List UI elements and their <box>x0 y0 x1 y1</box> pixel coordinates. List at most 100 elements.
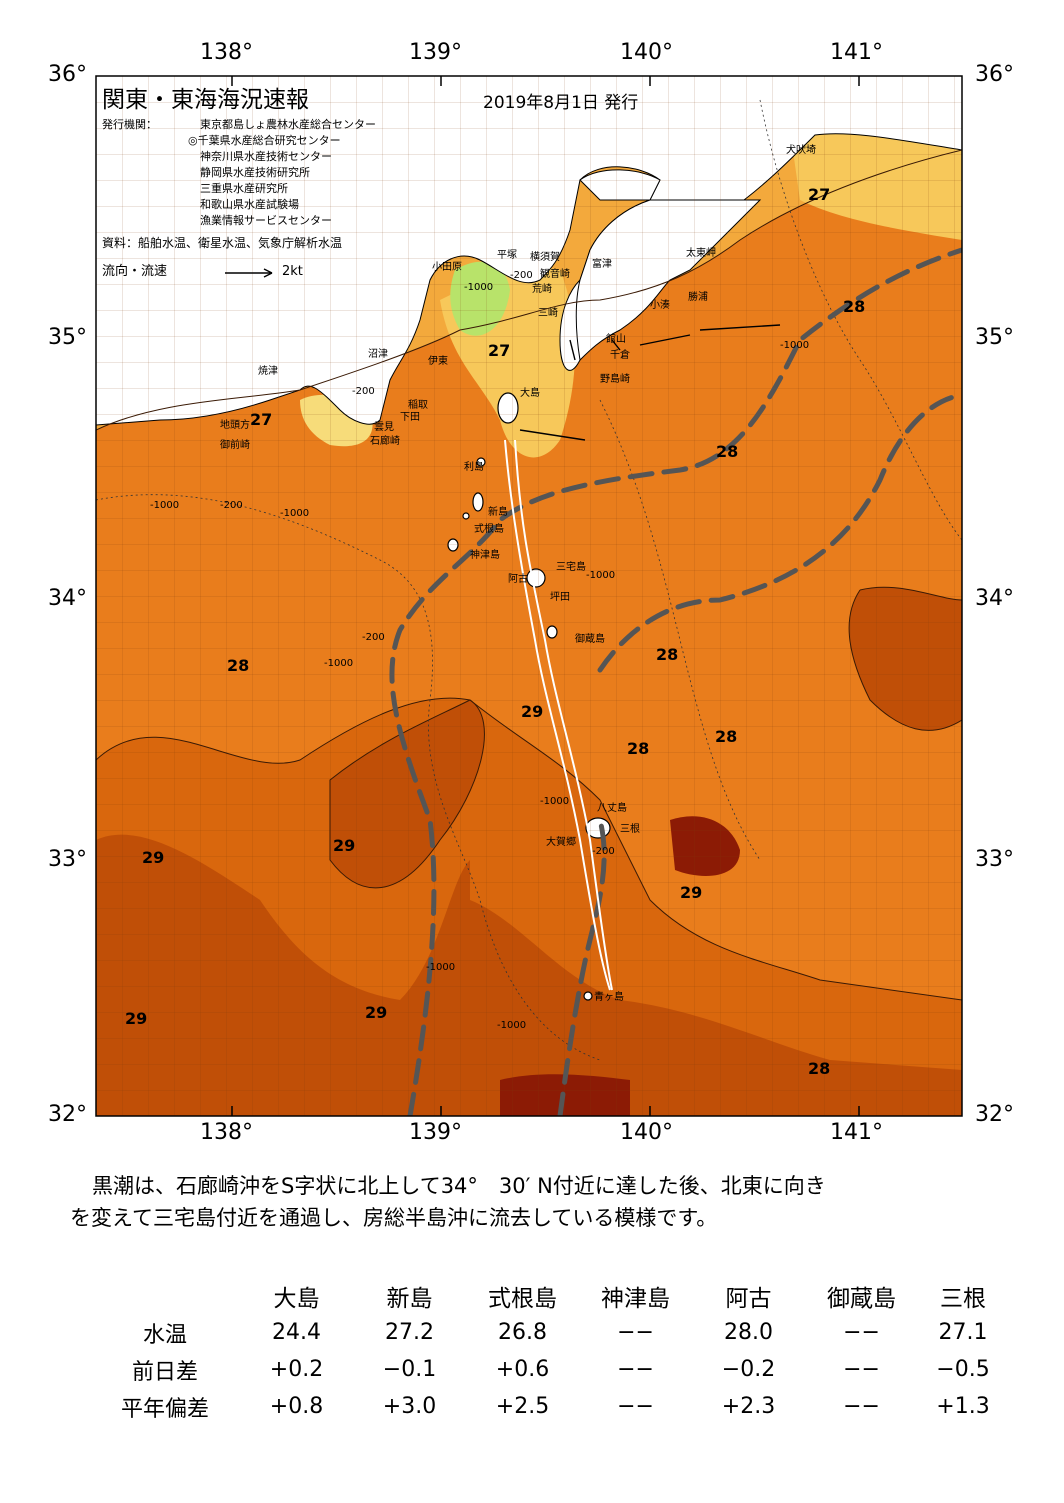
kuroshio-axis-north <box>597 392 962 673</box>
place-odawara: 小田原 <box>432 262 462 273</box>
flow-arrow <box>699 324 781 331</box>
place-shimoda: 下田 <box>400 412 420 423</box>
col-header: 御蔵島 <box>827 1285 896 1312</box>
place-futtsu: 富津 <box>592 259 612 270</box>
place-irozaki: 石廊崎 <box>370 436 400 447</box>
flow-arrow <box>639 334 691 346</box>
depth-contour <box>759 99 962 541</box>
table-cell: 27.1 <box>938 1320 988 1345</box>
issue-date: 2019年8月1日 発行 <box>483 93 639 113</box>
table-cell: +0.6 <box>495 1357 550 1382</box>
table-cell: 27.2 <box>385 1320 434 1345</box>
table-cell: +3.0 <box>382 1394 437 1419</box>
isotherm-label: 27 <box>488 341 511 360</box>
table-cell: −0.2 <box>721 1357 776 1382</box>
island-temperature-table: 大島 新島 式根島 神津島 阿古 御蔵島 三根 水温 24.4 27.2 26.… <box>90 1277 1008 1425</box>
place-hiratsuka: 平塚 <box>497 250 517 261</box>
isotherm-label: 27 <box>250 410 273 429</box>
publisher-label: 発行機関： <box>102 118 157 131</box>
place-kominato: 小湊 <box>650 300 670 311</box>
depth-label: -200 <box>592 846 615 857</box>
place-numazu: 沼津 <box>368 349 388 360</box>
publisher-6: 漁業情報サービスセンター <box>200 214 332 227</box>
isotherm-label: 28 <box>656 645 679 664</box>
place-inubosaki: 犬吠埼 <box>786 145 816 156</box>
map-title: 関東・東海海況速報 <box>102 87 309 113</box>
isotherm-label: 29 <box>333 836 356 855</box>
isotherm-label: 28 <box>843 297 866 316</box>
kuroshio-axis-main <box>389 247 962 1116</box>
isotherm-label: 29 <box>680 883 703 902</box>
place-shikinejima: 式根島 <box>474 524 504 535</box>
sea-temperature-map <box>95 75 963 1117</box>
place-miura: 三崎 <box>538 308 558 319</box>
publisher-5: 和歌山県水産試験場 <box>200 198 299 211</box>
lat-label-36-right: 36° <box>975 62 1014 87</box>
flow-arrow <box>519 429 586 441</box>
lat-lon-grid <box>96 76 962 1116</box>
depth-label: -1000 <box>324 658 354 669</box>
flow-scale-arrow <box>225 268 273 278</box>
depth-label: -1000 <box>464 282 494 293</box>
depth-label: -200 <box>510 270 533 281</box>
lon-label-139: 139° <box>409 40 462 65</box>
place-kannonzaki: 観音崎 <box>540 269 570 280</box>
depth-label: -200 <box>362 632 385 643</box>
lon-label-141-bottom: 141° <box>830 1120 883 1145</box>
place-arasaki: 荒崎 <box>532 284 552 295</box>
place-ako: 阿古 <box>508 574 528 585</box>
table-row: 平年偏差 +0.8 +3.0 +2.5 −− +2.3 −− +1.3 <box>90 1388 1008 1425</box>
lat-label-34: 34° <box>48 586 87 611</box>
table-cell: +2.5 <box>495 1394 550 1419</box>
table-cell: +1.3 <box>936 1394 990 1419</box>
table-corner <box>90 1277 240 1314</box>
col-header: 大島 <box>273 1285 320 1312</box>
place-miyakejima: 三宅島 <box>556 562 586 573</box>
table-row: 前日差 +0.2 −0.1 +0.6 −− −0.2 −− −0.5 <box>90 1351 1008 1388</box>
flow-legend-label: 流向・流速 <box>102 264 168 279</box>
description-line-2: を変えて三宅島付近を通過し、房総半島沖に流去している模様です。 <box>70 1206 718 1230</box>
lon-label-138-bottom: 138° <box>200 1120 253 1145</box>
place-hachijojima: 八丈島 <box>597 803 627 814</box>
publisher-4: 三重県水産研究所 <box>200 182 288 195</box>
lon-label-139-bottom: 139° <box>409 1120 462 1145</box>
table-cell: +2.3 <box>721 1394 776 1419</box>
publisher-0: 東京都島しょ農林水産総合センター <box>200 118 376 131</box>
place-inatori: 稲取 <box>408 400 428 411</box>
isotherm-label: 29 <box>142 848 165 867</box>
isotherm-contour <box>96 149 962 431</box>
depth-label: -1000 <box>426 962 456 973</box>
lat-label-32-right: 32° <box>975 1102 1014 1127</box>
lat-label-33: 33° <box>48 847 87 872</box>
col-header: 新島 <box>386 1285 433 1312</box>
depth-label: -1000 <box>586 570 616 581</box>
kuroshio-axis-offshore <box>557 817 607 1116</box>
isotherm-label: 28 <box>227 656 250 675</box>
place-oshima: 大島 <box>520 388 540 399</box>
table-cell: +0.8 <box>269 1394 324 1419</box>
place-ito: 伊東 <box>428 356 448 367</box>
isotherm-label: 29 <box>125 1009 148 1028</box>
row-label: 前日差 <box>131 1359 198 1385</box>
isotherm-contour <box>329 699 485 889</box>
depth-label: -200 <box>220 500 243 511</box>
description-line-1: 黒潮は、石廊崎沖をS字状に北上して34° 30′ N付近に達した後、北東に向き <box>92 1174 826 1198</box>
publisher-2: 神奈川県水産技術センター <box>200 150 332 163</box>
isotherm-label: 29 <box>521 702 544 721</box>
condition-description: 黒潮は、石廊崎沖をS字状に北上して34° 30′ N付近に達した後、北東に向き … <box>70 1170 1030 1234</box>
isotherm-label: 28 <box>716 442 739 461</box>
place-tateyama: 館山 <box>606 334 626 345</box>
depth-label: -1000 <box>540 796 570 807</box>
publisher-3: 静岡県水産技術研究所 <box>200 166 310 179</box>
place-kozushima: 神津島 <box>470 550 500 561</box>
table-cell: −− <box>843 1320 880 1345</box>
row-label: 水温 <box>142 1322 187 1348</box>
table-cell: +0.2 <box>269 1357 324 1382</box>
place-aogashima: 青ヶ島 <box>594 992 624 1003</box>
map-frame <box>95 75 963 1117</box>
table-cell: −− <box>617 1357 654 1382</box>
flow-arrow <box>569 339 576 361</box>
table-cell: 26.8 <box>498 1320 547 1345</box>
ship-track <box>504 439 611 991</box>
lat-label-35: 35° <box>48 325 87 350</box>
